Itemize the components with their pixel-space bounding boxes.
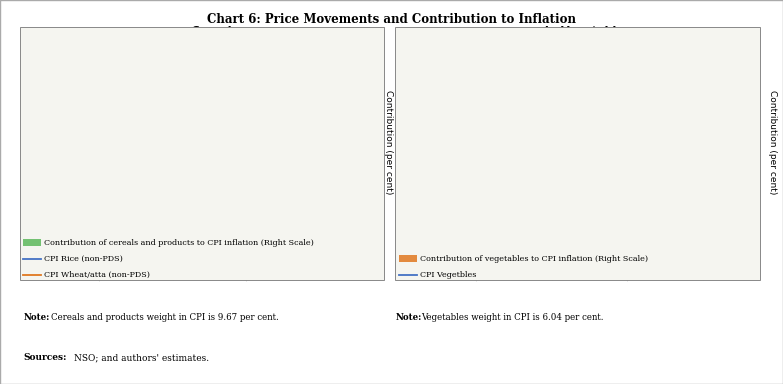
Bar — [93, 187, 101, 200]
Bar — [495, 98, 503, 142]
Bar — [117, 187, 126, 203]
Text: Contribution of vegetables to CPI inflation (Right Scale): Contribution of vegetables to CPI inflat… — [420, 255, 648, 263]
Bar — [143, 187, 150, 191]
Bar — [204, 180, 211, 187]
Text: NSO; and authors' estimates.: NSO; and authors' estimates. — [74, 353, 210, 362]
Bar — [240, 163, 248, 187]
Text: Chart 6: Price Movements and Contribution to Inflation: Chart 6: Price Movements and Contributio… — [207, 13, 576, 26]
Bar — [583, 98, 591, 175]
Bar — [277, 148, 285, 187]
Bar — [709, 61, 717, 98]
Y-axis label: Index (2012=100): Index (2012=100) — [29, 101, 38, 183]
Text: Vegetables weight in CPI is 6.04 per cent.: Vegetables weight in CPI is 6.04 per cen… — [421, 313, 604, 322]
Bar — [633, 75, 642, 98]
Bar — [191, 182, 199, 187]
Bar — [314, 121, 322, 187]
Bar — [326, 113, 334, 187]
Bar — [671, 66, 680, 98]
Bar — [532, 98, 541, 118]
Bar — [507, 98, 516, 127]
Bar — [69, 187, 77, 195]
Bar — [571, 98, 579, 225]
Bar — [697, 61, 705, 98]
Bar — [457, 98, 465, 121]
Bar — [659, 73, 667, 98]
Title: a. Cereals: a. Cereals — [176, 26, 239, 36]
Bar — [596, 77, 604, 98]
Bar — [338, 89, 346, 187]
Bar — [253, 160, 261, 187]
Bar — [558, 98, 566, 225]
Bar — [179, 185, 187, 187]
Text: CPI Wheat/atta (non-PDS): CPI Wheat/atta (non-PDS) — [44, 271, 150, 278]
Text: Cereals and products weight in CPI is 9.67 per cent.: Cereals and products weight in CPI is 9.… — [51, 313, 279, 322]
Text: CPI Vegetbles: CPI Vegetbles — [420, 271, 476, 278]
Title: b. Vegetables: b. Vegetables — [544, 26, 630, 36]
Bar — [470, 98, 478, 121]
Bar — [130, 187, 138, 197]
Y-axis label: Contribution (per cent): Contribution (per cent) — [768, 90, 777, 194]
Y-axis label: Index (2012=100): Index (2012=100) — [405, 101, 414, 183]
Bar — [608, 77, 616, 98]
Y-axis label: Contribution (per cent): Contribution (per cent) — [384, 90, 393, 194]
Text: CPI Rice (non-PDS): CPI Rice (non-PDS) — [44, 255, 123, 263]
Bar — [106, 187, 114, 197]
Bar — [722, 98, 730, 127]
Bar — [482, 98, 491, 142]
Text: Note:: Note: — [395, 313, 422, 322]
Text: Note:: Note: — [23, 313, 50, 322]
Bar — [520, 98, 529, 118]
Bar — [167, 187, 175, 191]
Bar — [684, 66, 692, 98]
Bar — [265, 151, 272, 187]
Bar — [289, 139, 298, 187]
Bar — [301, 130, 309, 187]
Text: Contribution of cereals and products to CPI inflation (Right Scale): Contribution of cereals and products to … — [44, 239, 314, 247]
Bar — [646, 73, 655, 98]
Bar — [154, 187, 162, 194]
Bar — [216, 175, 224, 187]
Bar — [621, 75, 629, 98]
Bar — [445, 98, 453, 187]
Text: Sources:: Sources: — [23, 353, 67, 362]
Bar — [228, 172, 236, 187]
Bar — [81, 187, 89, 194]
Bar — [546, 98, 554, 133]
